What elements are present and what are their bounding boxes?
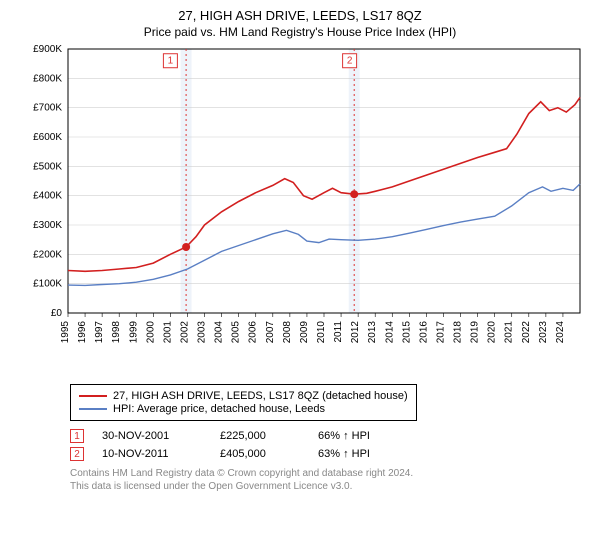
- svg-text:2020: 2020: [487, 321, 498, 344]
- svg-text:£900K: £900K: [33, 44, 62, 55]
- table-row: 2 10-NOV-2011 £405,000 63% ↑ HPI: [70, 447, 590, 461]
- svg-text:£0: £0: [51, 308, 63, 319]
- svg-text:£200K: £200K: [33, 249, 62, 260]
- svg-text:2005: 2005: [231, 321, 242, 344]
- marker-delta: 66% ↑ HPI: [318, 430, 370, 442]
- svg-text:£100K: £100K: [33, 279, 62, 290]
- marker-date: 10-NOV-2011: [102, 448, 202, 460]
- svg-text:2000: 2000: [145, 321, 156, 344]
- svg-text:£700K: £700K: [33, 103, 62, 114]
- svg-text:£800K: £800K: [33, 73, 62, 84]
- svg-text:2014: 2014: [384, 321, 395, 344]
- svg-text:2023: 2023: [538, 321, 549, 344]
- svg-text:1997: 1997: [94, 321, 105, 344]
- svg-text:1: 1: [168, 56, 174, 67]
- svg-text:2018: 2018: [453, 321, 464, 344]
- svg-text:2012: 2012: [350, 321, 361, 344]
- svg-text:2021: 2021: [504, 321, 515, 344]
- svg-text:£300K: £300K: [33, 220, 62, 231]
- legend: 27, HIGH ASH DRIVE, LEEDS, LS17 8QZ (det…: [70, 384, 417, 421]
- svg-text:2015: 2015: [401, 321, 412, 344]
- footer-line: Contains HM Land Registry data © Crown c…: [70, 467, 590, 480]
- svg-text:2002: 2002: [179, 321, 190, 344]
- svg-text:2008: 2008: [282, 321, 293, 344]
- sale-markers-table: 1 30-NOV-2001 £225,000 66% ↑ HPI 2 10-NO…: [70, 429, 590, 461]
- svg-text:2007: 2007: [265, 321, 276, 344]
- svg-text:£400K: £400K: [33, 191, 62, 202]
- svg-text:2010: 2010: [316, 321, 327, 344]
- svg-text:2001: 2001: [162, 321, 173, 344]
- page-subtitle: Price paid vs. HM Land Registry's House …: [10, 25, 590, 39]
- marker-badge-1: 1: [70, 429, 84, 443]
- marker-badge-2: 2: [70, 447, 84, 461]
- legend-label: HPI: Average price, detached house, Leed…: [113, 403, 325, 415]
- svg-text:1998: 1998: [111, 321, 122, 344]
- footer-attribution: Contains HM Land Registry data © Crown c…: [70, 467, 590, 493]
- marker-price: £225,000: [220, 430, 300, 442]
- legend-item: 27, HIGH ASH DRIVE, LEEDS, LS17 8QZ (det…: [79, 390, 408, 402]
- svg-text:2019: 2019: [470, 321, 481, 344]
- legend-swatch-2: [79, 408, 107, 410]
- marker-price: £405,000: [220, 448, 300, 460]
- svg-text:2011: 2011: [333, 321, 344, 343]
- svg-text:1999: 1999: [128, 321, 139, 344]
- svg-text:1995: 1995: [60, 321, 71, 344]
- svg-text:2017: 2017: [435, 321, 446, 344]
- marker-delta: 63% ↑ HPI: [318, 448, 370, 460]
- svg-text:2013: 2013: [367, 321, 378, 344]
- svg-text:2022: 2022: [521, 321, 532, 344]
- line-chart: £0 £100K £200K £300K £400K £500K £600K £700K £80…: [10, 43, 590, 373]
- svg-text:2006: 2006: [248, 321, 259, 344]
- svg-text:2016: 2016: [418, 321, 429, 344]
- svg-text:2009: 2009: [299, 321, 310, 344]
- svg-text:2004: 2004: [214, 321, 225, 344]
- chart-container: 27, HIGH ASH DRIVE, LEEDS, LS17 8QZ Pric…: [0, 0, 600, 499]
- table-row: 1 30-NOV-2001 £225,000 66% ↑ HPI: [70, 429, 590, 443]
- chart-area: £0 £100K £200K £300K £400K £500K £600K £700K £80…: [10, 43, 590, 378]
- marker-date: 30-NOV-2001: [102, 430, 202, 442]
- legend-swatch-1: [79, 395, 107, 397]
- svg-text:2024: 2024: [555, 321, 566, 344]
- page-title: 27, HIGH ASH DRIVE, LEEDS, LS17 8QZ: [10, 8, 590, 23]
- legend-label: 27, HIGH ASH DRIVE, LEEDS, LS17 8QZ (det…: [113, 390, 408, 402]
- svg-text:£600K: £600K: [33, 132, 62, 143]
- svg-text:£500K: £500K: [33, 161, 62, 172]
- svg-text:2: 2: [347, 56, 353, 67]
- svg-text:1996: 1996: [77, 321, 88, 344]
- legend-item: HPI: Average price, detached house, Leed…: [79, 403, 408, 415]
- svg-text:2003: 2003: [197, 321, 208, 344]
- footer-line: This data is licensed under the Open Gov…: [70, 480, 590, 493]
